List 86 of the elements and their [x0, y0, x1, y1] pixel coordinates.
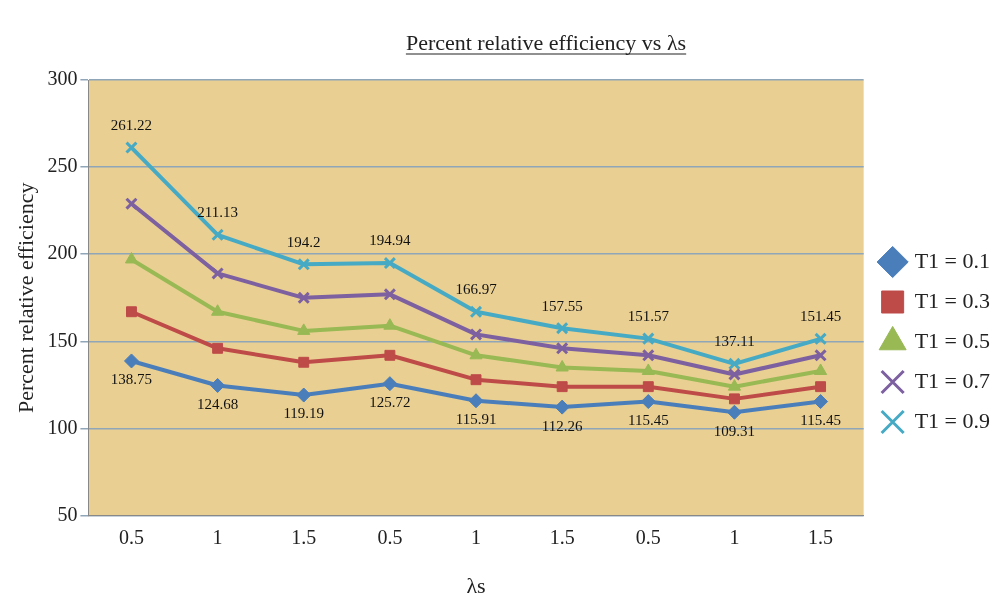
y-tick-label: 250 [47, 154, 78, 177]
point [814, 363, 828, 375]
x-tick-label: 0.5 [118, 525, 144, 548]
point [125, 197, 138, 211]
point [297, 257, 311, 271]
data-label: 194.94 [369, 232, 412, 249]
point [298, 356, 310, 368]
point [641, 363, 655, 375]
x-tick-label: 1.5 [808, 525, 834, 548]
point [642, 381, 654, 393]
y-tick-label: 200 [47, 241, 78, 264]
point [469, 347, 483, 360]
y-tick-label: 50 [57, 502, 78, 525]
data-label: 194.2 [286, 233, 321, 250]
point [297, 323, 311, 335]
point [814, 332, 828, 346]
data-label: 166.97 [455, 281, 498, 298]
point [641, 332, 655, 346]
x-tick-label: 0.5 [377, 525, 403, 548]
point [728, 368, 741, 381]
data-label: 115.45 [627, 412, 669, 428]
point [210, 377, 226, 393]
data-label: 109.31 [713, 422, 756, 439]
point [125, 141, 138, 155]
data-label: 115.45 [800, 412, 841, 428]
data-label: 112.26 [541, 417, 584, 434]
point [469, 305, 483, 319]
point [383, 318, 397, 330]
point [726, 404, 742, 420]
point [212, 342, 224, 354]
point [814, 348, 828, 362]
data-label: 115.91 [455, 411, 497, 428]
data-label: 151.57 [627, 308, 670, 325]
point [556, 381, 568, 393]
point [728, 357, 741, 371]
x-tick-label: 1 [212, 525, 223, 548]
x-tick-label: 1.5 [291, 525, 317, 548]
point [211, 228, 225, 242]
x-tick-label: 1 [729, 525, 740, 548]
point [382, 376, 398, 392]
point [468, 393, 484, 409]
data-label: 211.13 [197, 204, 238, 221]
point [211, 304, 225, 316]
x-tick-label: 0.5 [635, 525, 661, 548]
point [554, 399, 570, 415]
y-tick-label: 150 [47, 328, 78, 351]
data-label: 119.19 [283, 405, 325, 422]
legend-label: T1 = 0.7 [914, 367, 991, 393]
legend-label: T1 = 0.5 [914, 327, 991, 353]
data-label: 157.55 [541, 297, 583, 314]
point [297, 291, 311, 305]
data-label: 138.75 [110, 371, 153, 388]
point [555, 360, 569, 372]
point [296, 387, 312, 403]
y-tick-label: 100 [47, 415, 78, 438]
x-axis-title: λs [466, 572, 486, 598]
point [123, 353, 139, 369]
point [815, 381, 827, 393]
point [641, 348, 655, 362]
point [555, 341, 569, 355]
point [384, 349, 396, 361]
x-tick-label: 1.5 [549, 525, 575, 548]
y-tick-label: 300 [47, 67, 78, 90]
point [126, 306, 137, 318]
legend-label: T1 = 0.9 [914, 407, 991, 433]
point [729, 393, 740, 405]
data-label: 261.22 [110, 117, 153, 134]
point [124, 251, 139, 264]
point [383, 256, 397, 270]
point [813, 394, 829, 410]
chart-title: Percent relative efficiency vs λs [405, 30, 687, 55]
point [727, 379, 742, 391]
data-label: 137.11 [714, 333, 755, 350]
data-label: 124.68 [196, 395, 239, 412]
data-label: 151.45 [799, 308, 842, 325]
x-tick-label: 1 [471, 525, 482, 548]
data-label: 125.72 [369, 394, 411, 411]
point [640, 394, 656, 410]
point [383, 287, 397, 301]
legend-label: T1 = 0.3 [914, 287, 991, 313]
point [470, 374, 482, 386]
point [555, 321, 569, 335]
point [211, 266, 225, 280]
legend-label: T1 = 0.1 [914, 247, 991, 273]
point [469, 327, 483, 341]
y-axis-title: Percent relative efficiency [12, 182, 38, 414]
